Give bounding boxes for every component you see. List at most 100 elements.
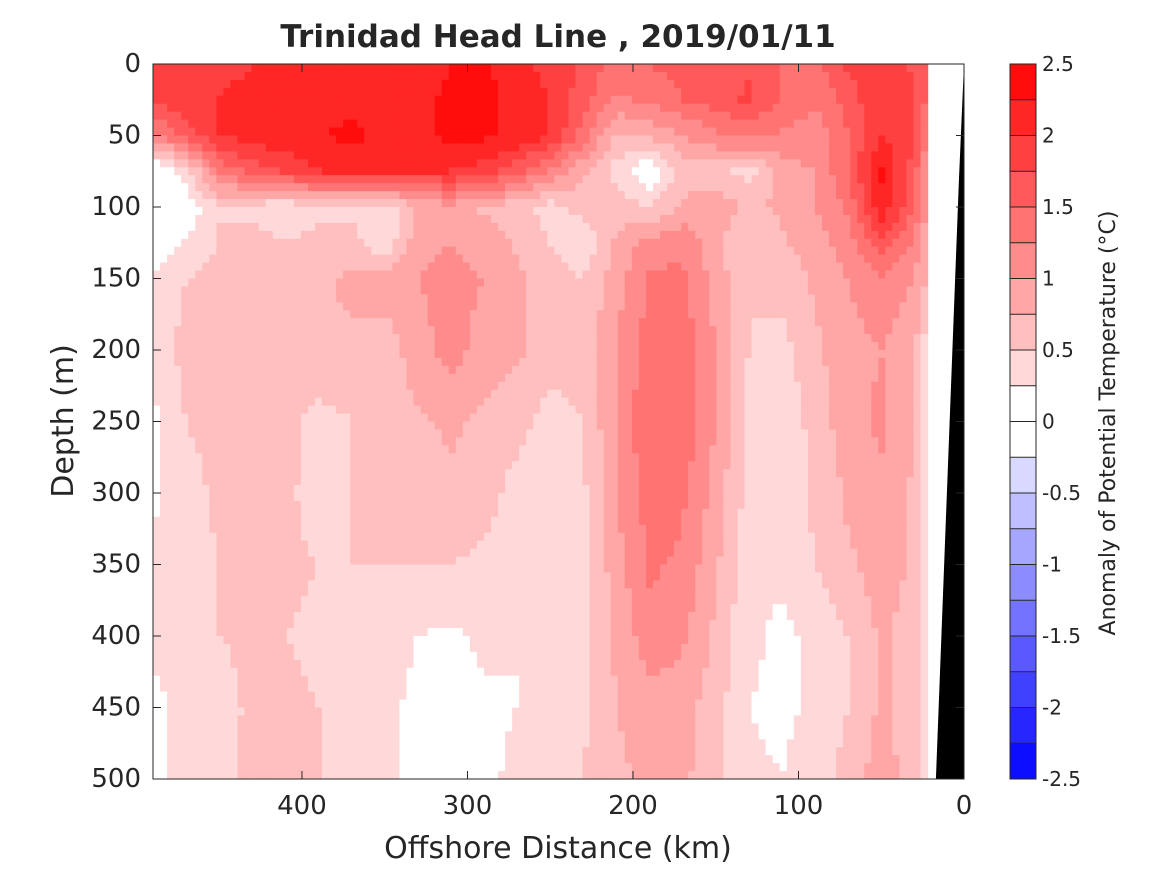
heatmap-cell — [378, 64, 386, 73]
heatmap-cell — [399, 373, 408, 383]
heatmap-cell — [596, 342, 605, 351]
heatmap-cell — [491, 270, 499, 280]
heatmap-cell — [829, 222, 837, 232]
heatmap-cell — [237, 207, 246, 216]
heatmap-cell — [758, 326, 767, 335]
heatmap-cell — [519, 238, 527, 248]
heatmap-cell — [772, 143, 781, 152]
heatmap-cell — [343, 342, 351, 351]
heatmap-cell — [279, 111, 288, 121]
heatmap-cell — [575, 350, 584, 359]
heatmap-cell — [744, 111, 753, 121]
heatmap-cell — [427, 254, 436, 264]
heatmap-cell — [624, 135, 633, 145]
heatmap-cell — [413, 199, 422, 208]
heatmap-cell — [660, 214, 668, 224]
heatmap-cell — [202, 334, 210, 343]
heatmap-cell — [434, 199, 443, 208]
heatmap-cell — [617, 238, 626, 248]
heatmap-cell — [645, 159, 654, 168]
heatmap-cell — [709, 151, 717, 160]
heatmap-cell — [167, 135, 175, 145]
heatmap-cell — [652, 127, 661, 137]
heatmap-cell — [667, 238, 675, 248]
heatmap-cell — [857, 365, 865, 375]
heatmap-cell — [589, 254, 598, 264]
heatmap-cell — [737, 334, 746, 343]
heatmap-cell — [336, 71, 344, 81]
heatmap-cell — [850, 294, 858, 303]
heatmap-cell — [526, 207, 534, 216]
heatmap-cell — [765, 103, 774, 113]
heatmap-cell — [610, 127, 619, 137]
heatmap-cell — [251, 71, 260, 81]
heatmap-cell — [786, 397, 795, 407]
heatmap-cell — [322, 238, 330, 248]
heatmap-cell — [667, 95, 675, 105]
heatmap-cell — [821, 87, 830, 97]
heatmap-cell — [695, 103, 703, 113]
heatmap-cell — [589, 207, 598, 216]
heatmap-cell — [286, 175, 295, 184]
heatmap-cell — [624, 413, 633, 423]
heatmap-cell — [821, 214, 830, 224]
heatmap-cell — [519, 254, 527, 264]
heatmap-cell — [300, 421, 309, 431]
heatmap-cell — [209, 270, 217, 280]
heatmap-cell — [505, 373, 513, 383]
heatmap-cell — [202, 246, 210, 256]
heatmap-cell — [244, 95, 253, 105]
heatmap-cell — [498, 214, 506, 224]
heatmap-cell — [864, 119, 872, 129]
heatmap-cell — [279, 389, 288, 399]
heatmap-cell — [913, 135, 922, 145]
heatmap-cell — [399, 183, 408, 192]
heatmap-cell — [758, 87, 767, 97]
heatmap-cell — [237, 199, 246, 208]
heatmap-cell — [526, 222, 534, 232]
heatmap-cell — [399, 222, 408, 232]
heatmap-cell — [188, 64, 196, 73]
heatmap-cell — [561, 286, 570, 295]
heatmap-cell — [498, 175, 506, 184]
heatmap-cell — [547, 238, 555, 248]
heatmap-cell — [413, 230, 422, 240]
heatmap-cell — [371, 64, 379, 73]
heatmap-cell — [723, 334, 732, 343]
heatmap-cell — [540, 246, 548, 256]
heatmap-cell — [314, 207, 323, 216]
heatmap-cell — [307, 230, 316, 240]
heatmap-cell — [568, 365, 577, 375]
heatmap-cell — [624, 111, 633, 121]
heatmap-cell — [174, 373, 182, 383]
heatmap-cell — [857, 397, 865, 407]
heatmap-cell — [279, 405, 288, 415]
heatmap-cell — [300, 357, 309, 367]
heatmap-cell — [476, 254, 485, 264]
heatmap-cell — [364, 342, 372, 351]
heatmap-cell — [864, 326, 872, 335]
heatmap-cell — [279, 278, 288, 288]
heatmap-cell — [216, 421, 225, 431]
heatmap-cell — [702, 151, 710, 160]
heatmap-cell — [906, 350, 915, 359]
heatmap-cell — [652, 350, 661, 359]
heatmap-cell — [871, 294, 879, 303]
heatmap-cell — [406, 64, 415, 73]
heatmap-cell — [667, 318, 675, 327]
heatmap-cell — [491, 127, 499, 137]
heatmap-cell — [631, 238, 640, 248]
heatmap-cell — [512, 413, 520, 423]
heatmap-cell — [462, 350, 471, 359]
heatmap-cell — [427, 64, 436, 73]
heatmap-cell — [850, 64, 858, 73]
heatmap-cell — [617, 342, 626, 351]
heatmap-cell — [807, 278, 816, 288]
heatmap-cell — [462, 262, 471, 272]
heatmap-cell — [899, 214, 908, 224]
heatmap-cell — [336, 365, 344, 375]
heatmap-cell — [350, 191, 358, 200]
heatmap-cell — [610, 151, 619, 160]
heatmap-cell — [181, 342, 189, 351]
heatmap-cell — [892, 127, 901, 137]
